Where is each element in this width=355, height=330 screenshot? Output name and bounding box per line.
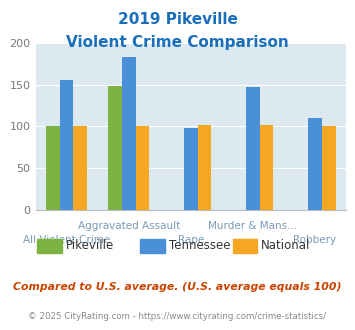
Bar: [308, 118, 322, 210]
Text: Violent Crime Comparison: Violent Crime Comparison: [66, 35, 289, 50]
Text: Rape: Rape: [178, 235, 204, 246]
Text: Tennessee: Tennessee: [169, 239, 230, 252]
Bar: [60, 81, 73, 210]
Bar: [198, 125, 211, 210]
Bar: [184, 128, 198, 210]
Text: 2019 Pikeville: 2019 Pikeville: [118, 12, 237, 26]
Bar: [260, 125, 273, 210]
Bar: [246, 87, 260, 210]
Text: Robbery: Robbery: [294, 235, 337, 246]
Bar: [73, 126, 87, 210]
Text: © 2025 CityRating.com - https://www.cityrating.com/crime-statistics/: © 2025 CityRating.com - https://www.city…: [28, 312, 327, 321]
Bar: [108, 86, 122, 210]
Text: Pikeville: Pikeville: [66, 239, 114, 252]
Text: Murder & Mans...: Murder & Mans...: [208, 221, 297, 231]
Bar: [122, 57, 136, 210]
Bar: [136, 126, 149, 210]
Text: National: National: [261, 239, 310, 252]
Bar: [46, 126, 60, 210]
Text: Aggravated Assault: Aggravated Assault: [77, 221, 180, 231]
Text: All Violent Crime: All Violent Crime: [23, 235, 110, 246]
Text: Compared to U.S. average. (U.S. average equals 100): Compared to U.S. average. (U.S. average …: [13, 282, 342, 292]
Bar: [322, 126, 335, 210]
